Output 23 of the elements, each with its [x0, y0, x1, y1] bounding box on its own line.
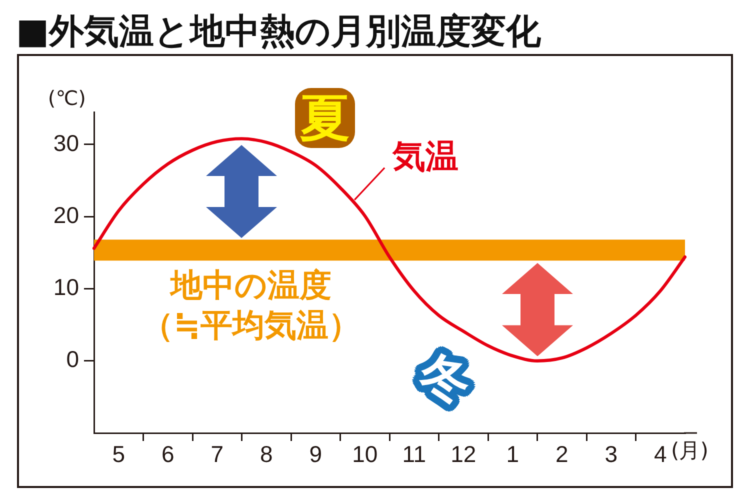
x-tick-label: 8	[260, 441, 273, 468]
x-tick-label: 10	[352, 441, 378, 468]
x-tick-label: 2	[555, 441, 568, 468]
x-tick-label: 11	[402, 441, 426, 468]
x-tick-label: 3	[604, 441, 618, 468]
y-tick-label: 30	[53, 130, 79, 156]
y-axis-title: (℃)	[48, 86, 86, 110]
chart-title: ■外気温と地中熱の月別温度変化	[16, 12, 542, 52]
y-tick-label: 10	[53, 274, 79, 300]
annotation: 夏	[295, 88, 355, 148]
x-tick-label: 4	[654, 441, 667, 468]
band-label: 地中の温度（≒平均気温）	[142, 266, 360, 344]
y-tick-label: 20	[53, 202, 79, 228]
x-tick-label: 12	[450, 441, 476, 468]
x-tick-label: 7	[210, 441, 224, 468]
x-axis-title: (月)	[671, 438, 708, 462]
x-tick-label: 1	[506, 441, 520, 468]
x-tick-label: 9	[309, 441, 322, 468]
y-tick-label: 0	[66, 346, 79, 372]
annotation: 冬	[416, 346, 474, 410]
x-tick-label: 6	[161, 441, 174, 468]
x-tick-label: 5	[112, 441, 126, 468]
series-label: 気温	[392, 136, 459, 176]
